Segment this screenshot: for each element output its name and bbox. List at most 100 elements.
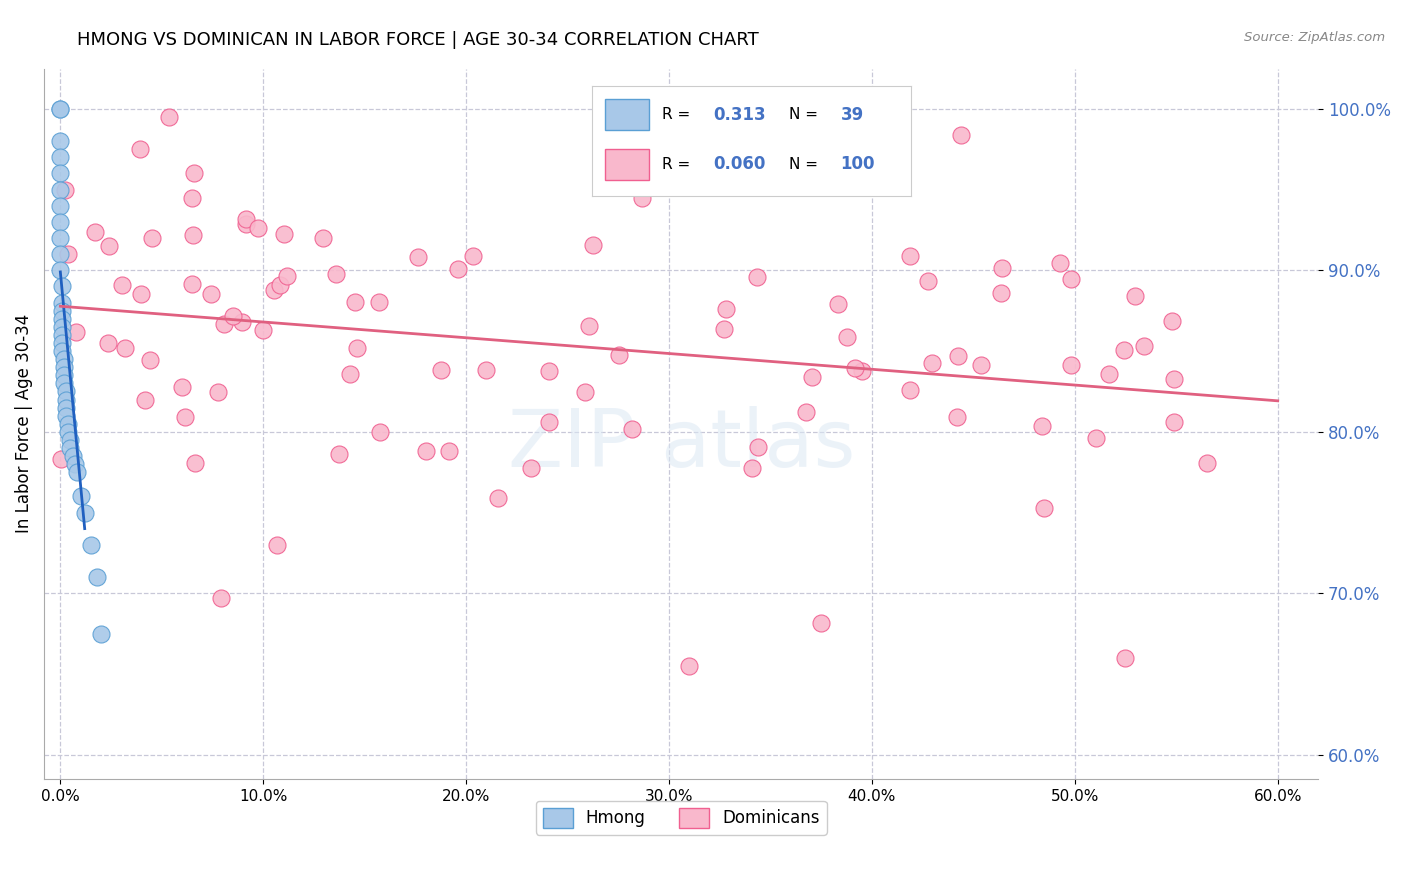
Point: [51, 452, 73, 467]
Point: [1133, 339, 1156, 353]
Point: [794, 404, 817, 418]
Point: [1114, 650, 1136, 665]
Point: [51, 279, 73, 293]
Point: [1032, 500, 1054, 515]
Point: [921, 356, 943, 370]
Point: [837, 330, 859, 344]
Point: [65, 465, 87, 479]
Point: [222, 310, 245, 324]
Point: [1060, 272, 1083, 286]
Point: [209, 591, 232, 606]
Point: [51, 303, 73, 318]
Point: [53, 360, 76, 375]
Point: [97, 335, 120, 350]
Point: [430, 363, 453, 377]
Point: [97, 239, 120, 253]
Point: [844, 360, 866, 375]
Point: [970, 359, 993, 373]
Point: [49, 183, 72, 197]
Point: [59, 433, 82, 447]
Point: [200, 287, 222, 301]
Point: [114, 341, 136, 355]
Point: [49, 247, 72, 261]
Point: [252, 323, 274, 337]
Point: [990, 260, 1012, 275]
Point: [139, 352, 162, 367]
Point: [917, 274, 939, 288]
Point: [55, 392, 77, 407]
Point: [86, 570, 108, 584]
Point: [621, 422, 644, 436]
Point: [49, 166, 72, 180]
Point: [607, 348, 630, 362]
Point: [180, 191, 202, 205]
Point: [900, 383, 922, 397]
Point: [49, 134, 72, 148]
Point: [898, 250, 921, 264]
Point: [62, 449, 84, 463]
Point: [1197, 456, 1219, 470]
Point: [129, 287, 152, 301]
Point: [58, 417, 80, 431]
Point: [235, 217, 257, 231]
Point: [235, 212, 257, 227]
Point: [134, 393, 156, 408]
Point: [800, 370, 823, 384]
Point: [273, 227, 295, 241]
Point: [990, 286, 1012, 301]
Point: [745, 269, 768, 284]
Point: [461, 249, 484, 263]
Point: [170, 380, 193, 394]
Point: [49, 215, 72, 229]
Point: [1114, 343, 1136, 357]
Point: [574, 384, 596, 399]
Text: Source: ZipAtlas.com: Source: ZipAtlas.com: [1244, 31, 1385, 45]
Point: [537, 415, 560, 429]
Point: [141, 231, 163, 245]
Point: [741, 461, 763, 475]
Y-axis label: In Labor Force | Age 30-34: In Labor Force | Age 30-34: [15, 314, 32, 533]
Point: [73, 506, 96, 520]
Point: [1123, 289, 1146, 303]
Point: [55, 183, 77, 197]
Point: [51, 311, 73, 326]
Point: [578, 319, 600, 334]
Point: [51, 344, 73, 359]
Point: [59, 441, 82, 455]
Point: [582, 238, 605, 252]
Point: [312, 231, 335, 245]
Point: [49, 102, 72, 116]
Point: [475, 363, 498, 377]
Point: [630, 191, 652, 205]
Point: [1097, 368, 1119, 382]
Point: [946, 349, 969, 363]
Point: [56, 247, 79, 261]
Point: [1060, 359, 1083, 373]
Point: [325, 267, 347, 281]
Point: [63, 457, 86, 471]
Point: [406, 250, 429, 264]
Point: [437, 444, 460, 458]
Point: [520, 461, 543, 475]
Point: [747, 440, 769, 454]
Point: [678, 659, 700, 673]
Point: [346, 342, 368, 356]
Point: [90, 626, 112, 640]
Point: [231, 314, 253, 328]
Point: [51, 295, 73, 310]
Legend: Hmong, Dominicans: Hmong, Dominicans: [536, 801, 827, 835]
Point: [49, 263, 72, 277]
Point: [1085, 431, 1108, 445]
Point: [713, 321, 735, 335]
Point: [49, 102, 72, 116]
Point: [368, 425, 391, 439]
Point: [486, 491, 509, 506]
Point: [1163, 372, 1185, 386]
Point: [69, 489, 91, 503]
Point: [1049, 255, 1071, 269]
Point: [51, 319, 73, 334]
Text: HMONG VS DOMINICAN IN LABOR FORCE | AGE 30-34 CORRELATION CHART: HMONG VS DOMINICAN IN LABOR FORCE | AGE …: [77, 31, 759, 49]
Point: [55, 384, 77, 399]
Point: [80, 538, 103, 552]
Point: [343, 295, 366, 310]
